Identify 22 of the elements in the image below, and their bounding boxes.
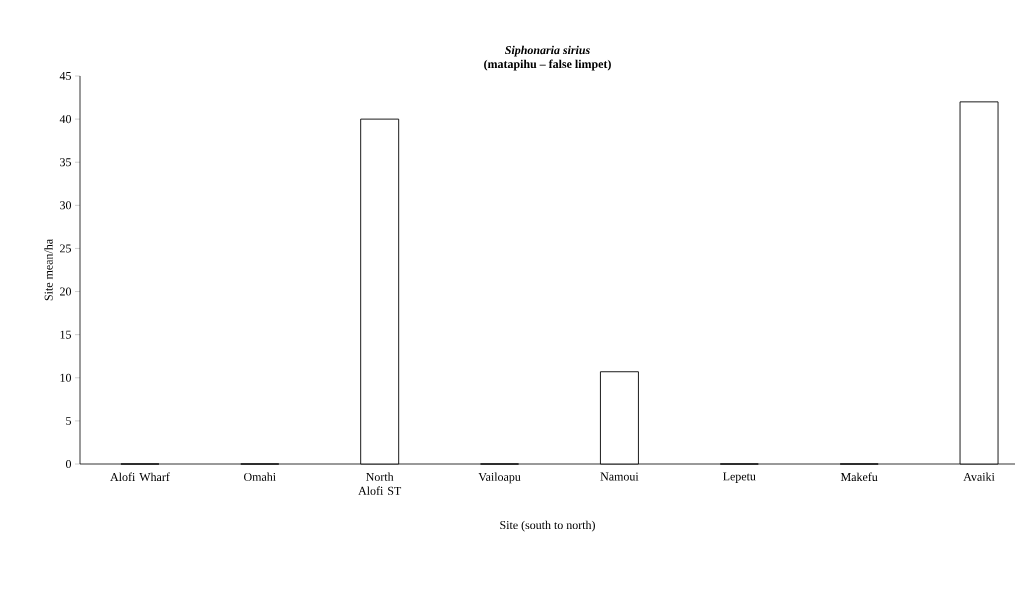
y-tick-label: 45: [59, 72, 72, 80]
y-tick-label: 5: [66, 416, 72, 425]
x-tick-label: Avaiki: [963, 472, 995, 481]
x-tick-label: Lepetu: [723, 472, 756, 483]
x-tick-label: Vailoapu: [478, 472, 521, 484]
y-tick-label: 25: [60, 244, 72, 253]
y-tick-label: 30: [60, 201, 72, 210]
x-tick-label: Makefu: [840, 472, 878, 482]
x-axis-title: Site (south to north): [500, 520, 595, 532]
y-tick-label: 35: [60, 158, 72, 167]
x-tick-label: North Alofi ST: [358, 472, 402, 495]
chart-title: Siphonaria sirius: [505, 45, 590, 57]
y-tick-label: 40: [59, 115, 72, 124]
x-tick-label: Omahi: [244, 472, 276, 481]
y-tick-label: 15: [60, 330, 72, 339]
x-tick-label: Alofi Wharf: [110, 472, 170, 482]
y-axis-title: Site mean/ha: [44, 239, 53, 301]
x-tick-label: Namoui: [600, 472, 639, 481]
y-tick-label: 0: [65, 459, 72, 469]
y-tick-label: 10: [60, 373, 72, 382]
chart-subtitle: (matapihu – false limpet): [484, 59, 611, 71]
y-tick-label: 20: [60, 287, 72, 296]
